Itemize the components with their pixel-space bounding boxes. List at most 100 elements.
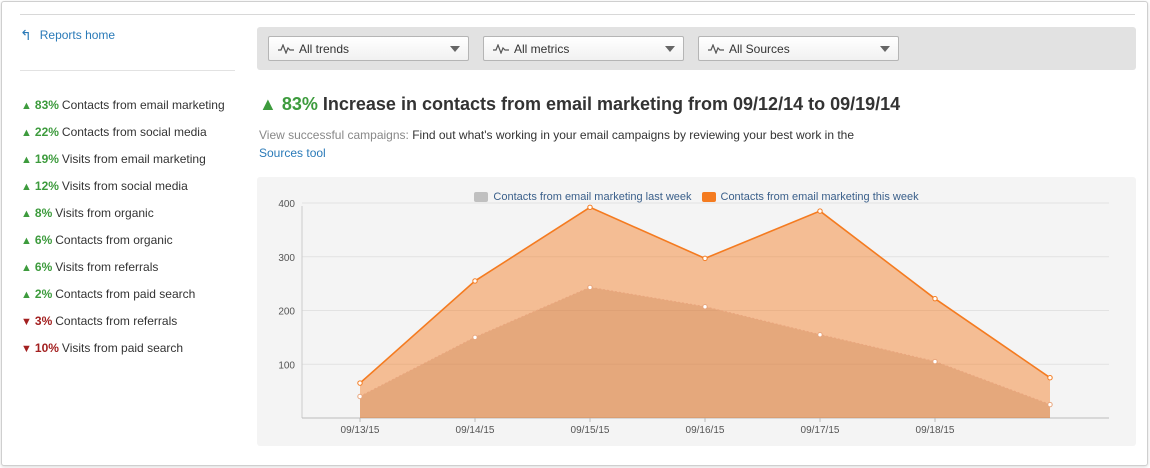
up-arrow-icon: ▲ <box>21 262 32 274</box>
trend-item[interactable]: ▲ 12% Visits from social media <box>21 179 225 206</box>
trend-item[interactable]: ▼ 10% Visits from paid search <box>21 341 225 368</box>
up-arrow-icon: ▲ <box>21 181 32 193</box>
pulse-icon <box>493 43 509 54</box>
data-point <box>357 393 363 400</box>
data-point <box>817 331 823 338</box>
up-arrow-icon: ▲ <box>21 289 32 301</box>
x-tick-label: 09/14/15 <box>456 425 495 436</box>
data-point <box>1047 401 1053 408</box>
y-tick-label: 200 <box>278 307 295 318</box>
trend-percent: 10% <box>34 341 59 355</box>
x-tick-label: 09/17/15 <box>801 425 840 436</box>
sources-dropdown[interactable]: All Sources <box>698 36 899 61</box>
data-point <box>472 278 478 284</box>
data-point <box>472 334 478 341</box>
description-text: Find out what's working in your email ca… <box>412 128 855 142</box>
trend-percent: 6% <box>34 260 53 274</box>
chevron-down-icon <box>450 46 460 52</box>
trend-percent: 6% <box>34 233 53 247</box>
data-point <box>702 304 708 310</box>
trend-item[interactable]: ▲ 19% Visits from email marketing <box>21 152 225 179</box>
data-point <box>817 208 823 214</box>
trend-label: Visits from email marketing <box>61 152 206 166</box>
reports-home-link[interactable]: ↰ Reports home <box>20 28 115 42</box>
down-arrow-icon: ▼ <box>21 316 32 328</box>
data-point <box>587 284 593 291</box>
trend-list: ▲ 83% Contacts from email marketing ▲ 22% Con… <box>21 98 225 368</box>
trend-item[interactable]: ▲ 83% Contacts from email marketing <box>21 98 225 125</box>
up-arrow-icon: ▲ <box>259 94 277 114</box>
trend-percent: 22% <box>34 125 59 139</box>
sidebar-divider <box>20 70 235 71</box>
data-point <box>702 255 708 262</box>
down-arrow-icon: ▼ <box>21 343 32 355</box>
data-point <box>1047 374 1053 381</box>
metrics-dropdown[interactable]: All metrics <box>483 36 684 61</box>
trend-item[interactable]: ▲ 6% Contacts from organic <box>21 233 225 260</box>
trend-percent: 8% <box>34 206 53 220</box>
trend-label: Contacts from organic <box>55 233 173 247</box>
legend-swatch <box>701 192 716 202</box>
trend-label: Visits from paid search <box>61 341 184 355</box>
trend-percent: 19% <box>34 152 59 166</box>
trend-item[interactable]: ▼ 3% Contacts from referrals <box>21 314 225 341</box>
series-area <box>360 207 1050 418</box>
back-arrow-icon: ↰ <box>20 27 32 43</box>
headline-percent: 83% <box>281 94 318 114</box>
data-point <box>587 204 593 210</box>
series-area <box>360 287 1050 418</box>
sources-dropdown-value: All Sources <box>729 41 790 56</box>
reports-home-label: Reports home <box>39 28 116 42</box>
up-arrow-icon: ▲ <box>21 127 32 139</box>
trends-dropdown-value: All trends <box>299 41 350 56</box>
chevron-down-icon <box>665 46 675 52</box>
trend-label: Contacts from email marketing <box>61 98 225 112</box>
headline-text: Increase in contacts from email marketin… <box>322 94 901 114</box>
trend-label: Visits from referrals <box>55 260 159 274</box>
trend-percent: 12% <box>34 179 59 193</box>
chart-panel: Contacts from email marketing last week C… <box>257 177 1136 446</box>
description-label: View successful campaigns: <box>259 128 409 142</box>
trend-label: Contacts from social media <box>61 125 207 139</box>
y-tick-label: 100 <box>278 360 295 371</box>
data-point <box>357 380 363 386</box>
trend-percent: 2% <box>34 287 53 301</box>
x-tick-label: 09/15/15 <box>571 425 610 436</box>
filter-bar: All trends All metrics All Sources <box>257 27 1136 70</box>
x-tick-label: 09/16/15 <box>686 425 725 436</box>
description: View successful campaigns: Find out what… <box>259 126 899 162</box>
y-tick-label: 400 <box>278 199 295 210</box>
sources-tool-link[interactable]: Sources tool <box>259 146 326 160</box>
y-tick-label: 300 <box>278 253 295 264</box>
trend-percent: 83% <box>34 98 59 112</box>
top-divider <box>20 14 1135 15</box>
chevron-down-icon <box>880 46 890 52</box>
pulse-icon <box>278 43 294 54</box>
up-arrow-icon: ▲ <box>21 154 32 166</box>
area-chart: 100 200 300 400 09/13/15 09/14/15 09/15/15 09/1… <box>278 199 1109 436</box>
trends-dropdown[interactable]: All trends <box>268 36 469 61</box>
x-tick-label: 09/18/15 <box>916 425 955 436</box>
up-arrow-icon: ▲ <box>21 100 32 112</box>
trend-label: Contacts from paid search <box>55 287 196 301</box>
trend-label: Contacts from referrals <box>55 314 178 328</box>
chart-legend: Contacts from email marketing last week C… <box>257 191 1136 203</box>
data-point <box>932 295 938 302</box>
trend-item[interactable]: ▲ 6% Visits from referrals <box>21 260 225 287</box>
pulse-icon <box>708 43 724 54</box>
up-arrow-icon: ▲ <box>21 235 32 247</box>
x-tick-label: 09/13/15 <box>341 425 380 436</box>
trend-item[interactable]: ▲ 2% Contacts from paid search <box>21 287 225 314</box>
trend-label: Visits from organic <box>55 206 154 220</box>
trend-item[interactable]: ▲ 22% Contacts from social media <box>21 125 225 152</box>
legend-label: Contacts from email marketing this week <box>720 191 919 203</box>
trend-item[interactable]: ▲ 8% Visits from organic <box>21 206 225 233</box>
legend-item[interactable]: Contacts from email marketing last week <box>474 191 692 203</box>
legend-swatch <box>474 192 489 202</box>
trend-label: Visits from social media <box>61 179 188 193</box>
legend-label: Contacts from email marketing last week <box>493 191 692 203</box>
legend-item[interactable]: Contacts from email marketing this week <box>701 191 919 203</box>
up-arrow-icon: ▲ <box>21 208 32 220</box>
data-point <box>932 358 938 365</box>
